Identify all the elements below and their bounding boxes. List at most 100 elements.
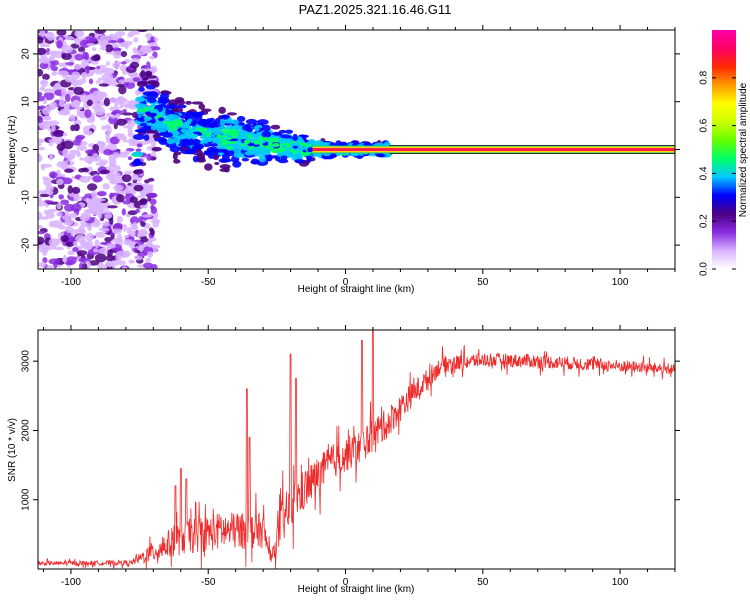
spectral-blob bbox=[159, 97, 167, 103]
spectral-blob bbox=[213, 154, 220, 161]
noise-blob bbox=[38, 111, 42, 117]
snr-series-line bbox=[38, 330, 675, 569]
noise-blob bbox=[48, 220, 55, 228]
spectral-blob bbox=[171, 119, 184, 127]
spectral-blob bbox=[159, 93, 170, 99]
spectral-blob bbox=[131, 151, 144, 157]
noise-blob bbox=[109, 217, 114, 225]
snr-xlabel: Height of straight line (km) bbox=[298, 584, 415, 595]
noise-blob bbox=[41, 107, 51, 115]
noise-blob bbox=[48, 154, 54, 161]
spectral-blob bbox=[233, 150, 243, 159]
noise-blob bbox=[79, 157, 85, 161]
noise-blob bbox=[94, 253, 107, 263]
noise-blob bbox=[38, 95, 45, 102]
noise-blob bbox=[111, 260, 120, 266]
noise-blob bbox=[142, 65, 149, 69]
noise-blob bbox=[122, 223, 128, 232]
noise-blob bbox=[84, 109, 92, 118]
noise-blob bbox=[92, 248, 99, 253]
noise-blob bbox=[39, 30, 46, 37]
noise-blob bbox=[83, 130, 93, 136]
ridge-blob bbox=[230, 138, 239, 142]
noise-blob bbox=[46, 264, 54, 269]
spectral-blob bbox=[261, 124, 271, 132]
noise-blob bbox=[86, 43, 96, 47]
spectral-blob bbox=[221, 158, 233, 163]
ridge-blob bbox=[147, 109, 154, 112]
noise-blob bbox=[105, 44, 114, 53]
noise-blob bbox=[39, 43, 51, 48]
noise-blob bbox=[92, 47, 97, 52]
noise-blob bbox=[105, 61, 110, 66]
spectral-blob bbox=[222, 148, 229, 154]
ridge-blob bbox=[216, 134, 223, 139]
noise-blob bbox=[137, 30, 148, 33]
spectral-blob bbox=[236, 115, 246, 122]
snr-xtick-label: -50 bbox=[201, 577, 216, 588]
noise-blob bbox=[43, 209, 50, 215]
noise-blob bbox=[107, 260, 113, 268]
noise-blob bbox=[141, 46, 152, 54]
spectral-blob bbox=[146, 122, 153, 126]
spectral-blob bbox=[254, 126, 260, 132]
noise-blob bbox=[129, 230, 136, 237]
ridge-blob bbox=[180, 128, 189, 134]
spectrogram-xlabel: Height of straight line (km) bbox=[298, 284, 415, 295]
noise-blob bbox=[101, 125, 107, 131]
spectrogram-xtick-label: -100 bbox=[61, 277, 81, 288]
noise-blob bbox=[55, 176, 66, 180]
spectral-blob bbox=[150, 124, 157, 131]
noise-blob bbox=[105, 254, 115, 262]
noise-blob bbox=[85, 240, 94, 249]
noise-blob bbox=[38, 138, 44, 143]
noise-blob bbox=[54, 246, 65, 251]
noise-blob bbox=[128, 141, 139, 147]
noise-blob bbox=[118, 85, 127, 95]
noise-blob bbox=[140, 221, 146, 227]
noise-blob bbox=[122, 67, 128, 76]
noise-blob bbox=[147, 239, 153, 248]
noise-blob bbox=[110, 115, 117, 119]
noise-blob bbox=[56, 30, 67, 36]
spectral-blob bbox=[241, 144, 250, 151]
noise-blob bbox=[80, 141, 88, 146]
spectrogram-ytick-label: 20 bbox=[21, 48, 32, 60]
colorbar-label: Normalized spectral amplitude bbox=[738, 82, 749, 217]
noise-blob bbox=[114, 99, 119, 108]
noise-blob bbox=[85, 232, 94, 242]
spectral-blob bbox=[221, 114, 229, 120]
noise-blob bbox=[139, 204, 148, 209]
spectral-blob bbox=[142, 81, 149, 86]
noise-blob bbox=[112, 61, 121, 69]
noise-blob bbox=[112, 184, 124, 192]
noise-blob bbox=[74, 136, 84, 141]
snr-plot-area bbox=[38, 330, 675, 569]
noise-blob bbox=[137, 251, 148, 257]
noise-blob bbox=[99, 115, 107, 121]
noise-blob bbox=[56, 212, 63, 217]
noise-blob bbox=[132, 77, 141, 83]
noise-blob bbox=[87, 183, 98, 191]
spectral-blob bbox=[292, 133, 298, 142]
spectral-blob bbox=[176, 135, 188, 140]
spectral-blob bbox=[139, 115, 146, 123]
carrier-band-core bbox=[312, 148, 675, 151]
noise-blob bbox=[133, 36, 139, 43]
spectral-blob bbox=[152, 133, 160, 139]
noise-blob bbox=[95, 162, 107, 167]
spectral-blob bbox=[198, 103, 206, 110]
spectral-blob bbox=[226, 112, 237, 116]
noise-blob bbox=[77, 78, 87, 84]
noise-blob bbox=[122, 200, 131, 205]
ridge-blob bbox=[158, 117, 165, 122]
ridge-blob bbox=[205, 134, 210, 138]
noise-blob bbox=[73, 38, 80, 42]
spectral-blob bbox=[214, 161, 220, 166]
noise-blob bbox=[61, 52, 72, 61]
spectral-blob bbox=[217, 125, 227, 130]
snr-ylabel: SNR (10 * v/v) bbox=[7, 418, 18, 482]
noise-blob bbox=[122, 109, 127, 114]
noise-blob bbox=[100, 67, 109, 73]
